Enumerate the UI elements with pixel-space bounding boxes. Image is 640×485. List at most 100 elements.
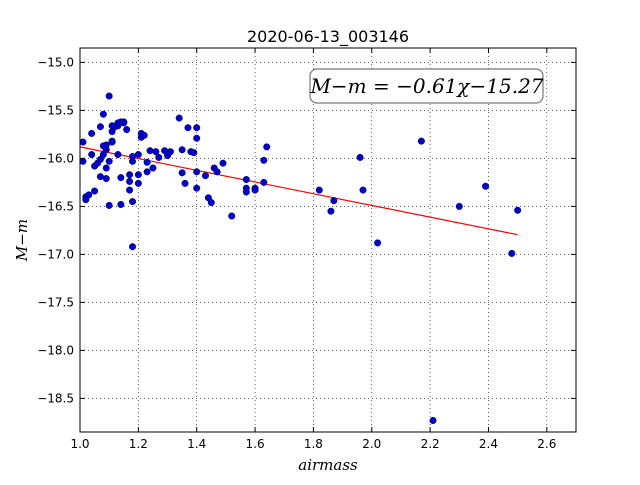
x-tick-label: 2.6	[537, 437, 556, 451]
data-point	[201, 172, 209, 180]
data-point	[134, 179, 142, 187]
data-point	[327, 207, 335, 215]
data-point	[99, 110, 107, 118]
y-tick-label: −18.0	[37, 343, 74, 357]
data-point	[228, 212, 236, 220]
x-tick-label: 1.4	[187, 437, 206, 451]
data-point	[508, 249, 516, 257]
data-point	[114, 151, 122, 159]
data-point	[146, 147, 154, 155]
data-point	[88, 129, 96, 137]
data-point	[155, 153, 163, 161]
fit-equation: M−m = −0.61χ−15.27	[309, 74, 543, 98]
fit-line	[79, 146, 518, 236]
data-point	[79, 138, 87, 146]
data-point	[126, 177, 134, 185]
x-tick-label: 1.0	[70, 437, 89, 451]
data-point	[102, 141, 110, 149]
data-point	[193, 134, 201, 142]
x-tick-label: 1.6	[246, 437, 265, 451]
data-points	[79, 92, 522, 424]
data-point	[91, 187, 99, 195]
annotation-box: M−m = −0.61χ−15.27	[309, 68, 544, 104]
data-point	[330, 197, 338, 205]
y-tick-label: −16.0	[37, 151, 74, 165]
data-point	[429, 416, 437, 424]
data-point	[263, 143, 271, 151]
y-tick-label: −17.5	[37, 295, 74, 309]
data-point	[85, 191, 93, 199]
data-point	[96, 123, 104, 131]
data-point	[88, 151, 96, 159]
data-point	[102, 175, 110, 183]
data-point	[514, 206, 522, 214]
y-axis-label: M−m	[13, 219, 31, 262]
data-point	[105, 92, 113, 100]
data-point	[482, 182, 490, 190]
axis-ticks: 1.0 1.2 1.4 1.6 1.8 2.0 2.2 2.4 2.6 −15.0 −15.5 −16…	[37, 48, 576, 451]
x-tick-label: 2.2	[421, 437, 440, 451]
data-point	[181, 179, 189, 187]
x-axis-label: airmass	[298, 456, 358, 474]
data-point	[178, 146, 186, 154]
data-point	[105, 157, 113, 165]
plot-area-frame	[79, 47, 577, 433]
data-point	[184, 124, 192, 132]
chart-title: 2020-06-13_003146	[247, 27, 409, 47]
data-point	[129, 157, 137, 165]
data-point	[79, 157, 87, 165]
data-point	[129, 198, 137, 206]
data-point	[175, 114, 183, 122]
data-point	[242, 176, 250, 184]
grid-lines	[79, 48, 576, 432]
data-point	[242, 188, 250, 196]
data-point	[455, 202, 463, 210]
data-point	[140, 131, 148, 139]
data-point	[126, 171, 134, 179]
data-point	[126, 186, 134, 194]
y-tick-label: −16.5	[37, 199, 74, 213]
x-tick-label: 2.0	[362, 437, 381, 451]
data-point	[102, 164, 110, 172]
data-point	[108, 138, 116, 146]
data-point	[129, 243, 137, 251]
data-point	[152, 148, 160, 156]
data-point	[134, 151, 142, 159]
data-point	[117, 200, 125, 208]
data-point	[117, 174, 125, 182]
x-tick-label: 1.2	[129, 437, 148, 451]
data-point	[193, 168, 201, 176]
y-tick-label: −15.5	[37, 103, 74, 117]
data-point	[356, 153, 364, 161]
data-point	[96, 173, 104, 181]
data-point	[178, 169, 186, 177]
data-point	[123, 126, 131, 134]
data-point	[193, 124, 201, 132]
data-point	[166, 148, 174, 156]
data-point	[417, 137, 425, 145]
data-point	[260, 156, 268, 164]
data-point	[143, 168, 151, 176]
data-point	[120, 119, 128, 127]
data-point	[134, 171, 142, 179]
data-point	[105, 201, 113, 209]
data-point	[315, 186, 323, 194]
x-tick-label: 1.8	[304, 437, 323, 451]
data-point	[207, 199, 215, 207]
annotation-frame	[309, 68, 544, 104]
data-point	[190, 149, 198, 157]
data-point	[359, 186, 367, 194]
data-point	[213, 168, 221, 176]
data-point	[143, 158, 151, 166]
x-tick-label: 2.4	[479, 437, 498, 451]
data-point	[260, 178, 268, 186]
y-tick-label: −15.0	[37, 55, 74, 69]
y-tick-label: −17.0	[37, 247, 74, 261]
data-point	[374, 239, 382, 247]
data-point	[149, 164, 157, 172]
fit-line-group	[79, 146, 518, 236]
y-tick-label: −18.5	[37, 391, 74, 405]
data-point	[251, 186, 259, 194]
